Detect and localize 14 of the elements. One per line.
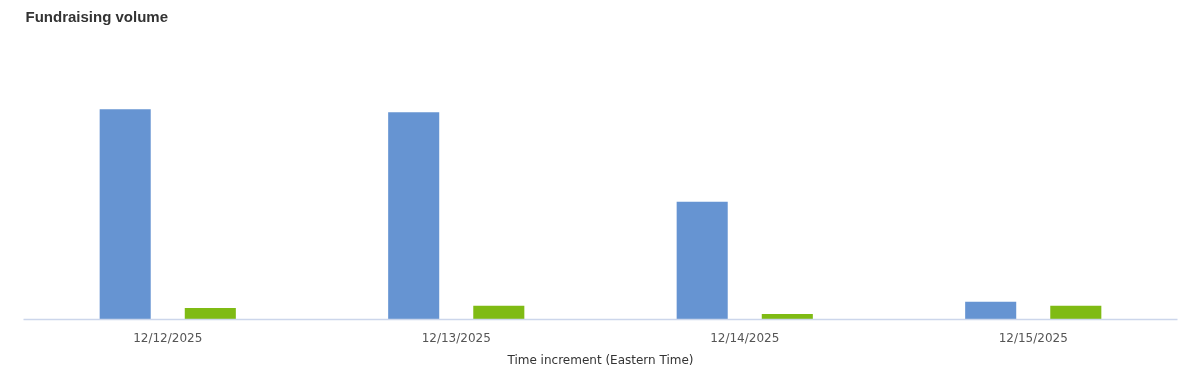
bar [473,305,525,320]
bar [676,201,728,320]
x-tick-label: 12/15/2025 [998,330,1068,345]
x-tick-label: 12/14/2025 [710,330,780,345]
bar [1050,305,1102,320]
x-axis-title: Time increment (Eastern Time) [506,352,694,367]
bar [388,112,440,320]
bar [99,109,151,320]
x-tick-label: 12/13/2025 [421,330,491,345]
bar [965,301,1017,320]
chart-title: Fundraising volume [25,7,169,25]
bar [761,314,813,320]
bar [184,307,236,320]
x-tick-label: 12/12/2025 [133,330,203,345]
